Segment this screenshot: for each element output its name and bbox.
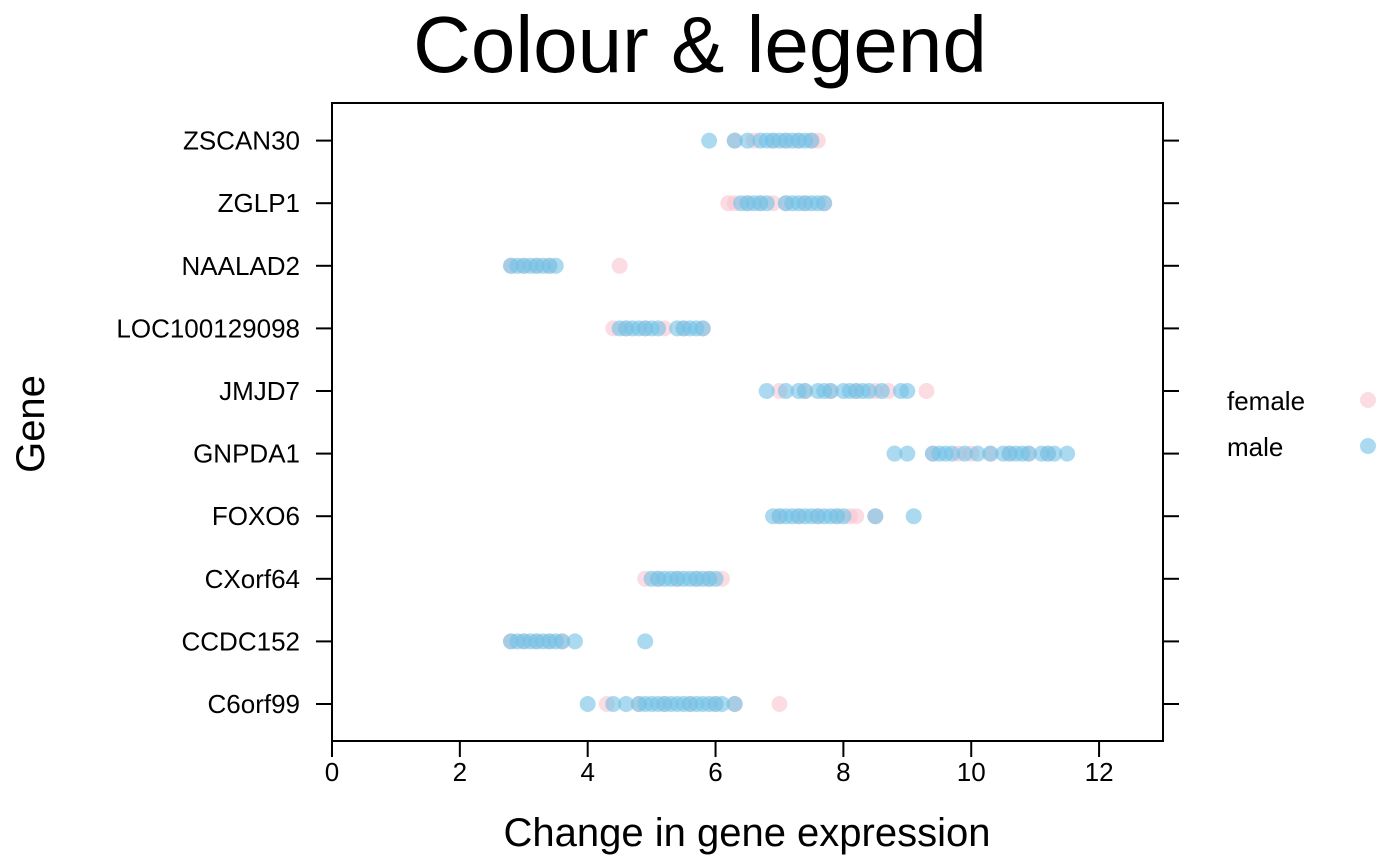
legend-label-male: male xyxy=(1227,432,1283,462)
legend-marker-female xyxy=(1360,392,1376,408)
plot-frame xyxy=(331,102,1164,742)
point-male xyxy=(758,383,775,399)
x-tick-label: 12 xyxy=(1085,757,1114,787)
x-axis-title: Change in gene expression xyxy=(503,811,990,855)
point-female xyxy=(611,257,628,274)
x-tick-label: 4 xyxy=(580,757,594,787)
y-tick-label: ZSCAN30 xyxy=(183,126,300,156)
chart-title: Colour & legend xyxy=(413,0,987,89)
point-male xyxy=(547,257,564,274)
legend-marker-male xyxy=(1360,438,1376,454)
point-female xyxy=(848,508,865,525)
x-axis: 0 2 4 6 8 10 12 xyxy=(325,741,1114,787)
point-male xyxy=(618,696,635,712)
point-male xyxy=(758,195,775,212)
x-tick-label: 2 xyxy=(453,757,467,787)
point-male xyxy=(899,383,916,399)
point-male xyxy=(554,633,571,650)
data-points xyxy=(502,132,1076,712)
y-axis: C6orf99 CCDC152 CXorf64 FOXO6 GNPDA1 JMJD7 LOC… xyxy=(116,126,1179,719)
x-tick-label: 6 xyxy=(708,757,722,787)
point-male xyxy=(899,445,916,462)
point-male xyxy=(905,508,922,525)
point-male xyxy=(803,132,820,149)
point-female xyxy=(918,383,935,399)
point-male xyxy=(701,132,718,149)
point-male xyxy=(873,383,890,399)
point-male xyxy=(816,195,833,212)
point-male xyxy=(707,570,724,587)
point-male xyxy=(726,132,743,149)
point-male xyxy=(694,320,711,337)
y-tick-label: C6orf99 xyxy=(208,689,301,719)
y-tick-label: NAALAD2 xyxy=(182,251,301,281)
point-male xyxy=(713,696,730,712)
point-male xyxy=(605,696,622,712)
y-axis-title: Gene xyxy=(9,375,53,473)
point-male xyxy=(1059,445,1076,462)
x-tick-label: 10 xyxy=(957,757,986,787)
y-tick-label: CCDC152 xyxy=(182,626,301,656)
point-male xyxy=(867,508,884,525)
point-male xyxy=(886,445,903,462)
point-male xyxy=(822,383,839,399)
point-male xyxy=(739,132,756,149)
point-male xyxy=(637,633,654,650)
point-male xyxy=(566,633,583,650)
point-male xyxy=(860,383,877,399)
y-tick-label: LOC100129098 xyxy=(116,313,300,343)
y-tick-label: FOXO6 xyxy=(212,501,300,531)
point-male xyxy=(982,445,999,462)
point-male xyxy=(944,445,961,462)
point-male xyxy=(579,696,596,712)
point-female xyxy=(771,696,788,712)
legend: female male xyxy=(1227,386,1376,462)
x-tick-label: 0 xyxy=(325,757,339,787)
point-male xyxy=(1020,445,1037,462)
point-male xyxy=(650,320,667,337)
y-tick-label: CXorf64 xyxy=(205,564,300,594)
x-tick-label: 8 xyxy=(836,757,850,787)
point-male xyxy=(777,383,794,399)
point-male xyxy=(956,445,973,462)
point-male xyxy=(969,445,986,462)
y-tick-label: JMJD7 xyxy=(219,376,300,406)
legend-label-female: female xyxy=(1227,386,1305,416)
point-male xyxy=(797,383,814,399)
y-tick-label: ZGLP1 xyxy=(218,188,300,218)
y-tick-label: GNPDA1 xyxy=(193,439,300,469)
point-male xyxy=(726,696,743,712)
point-male xyxy=(835,508,852,525)
point-male xyxy=(1046,445,1063,462)
